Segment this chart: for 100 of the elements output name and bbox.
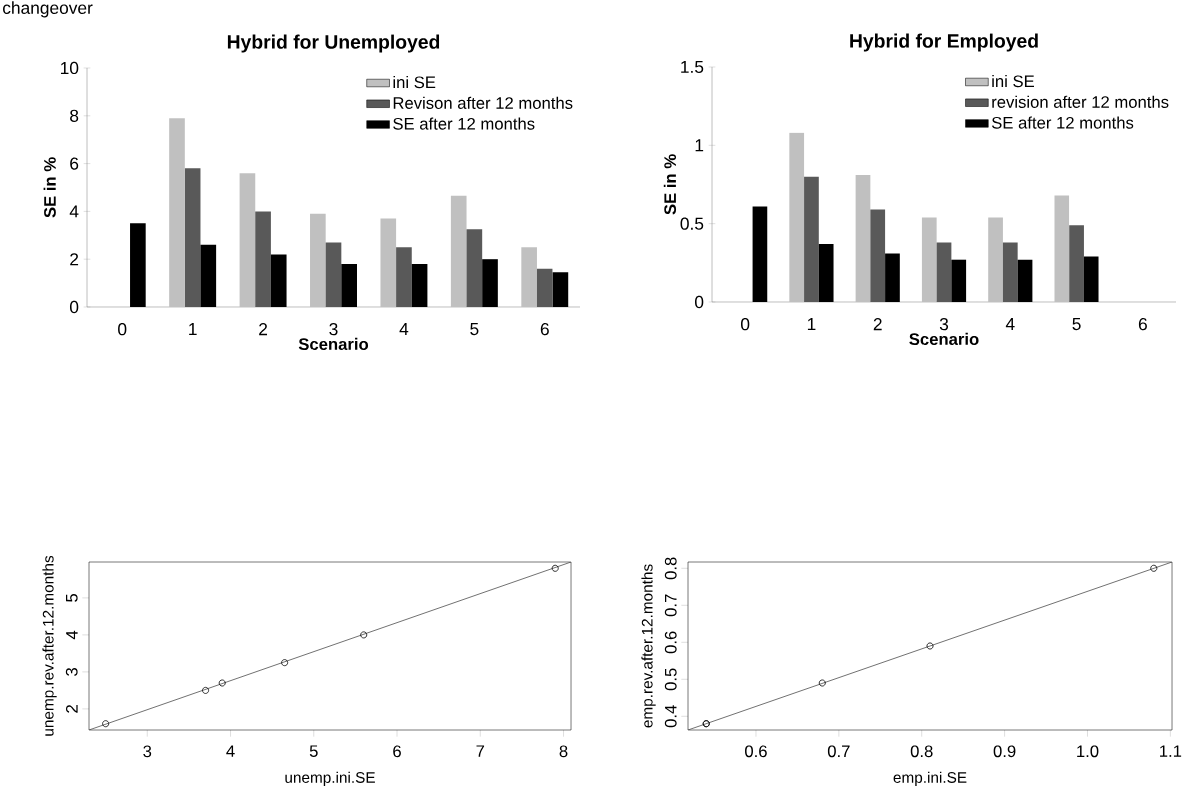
y-tick-label: 0.8 xyxy=(664,557,677,580)
bar xyxy=(239,173,256,307)
bar xyxy=(1054,195,1070,302)
point xyxy=(102,720,110,728)
y-tick-label: 4 xyxy=(69,205,79,218)
x-tick-label: 3 xyxy=(143,745,152,758)
bar xyxy=(855,175,871,302)
x-tick-label: 0 xyxy=(741,318,750,331)
bar xyxy=(870,209,886,302)
bar xyxy=(255,211,271,307)
bar xyxy=(885,253,900,302)
x-tick-label: 1.1 xyxy=(1160,745,1182,757)
bar xyxy=(1083,256,1099,302)
x-tick-label: 2 xyxy=(259,323,268,336)
bar xyxy=(818,244,834,302)
x-tick-label: 0.6 xyxy=(745,745,767,758)
bar xyxy=(1017,259,1033,302)
x-tick-label: 0 xyxy=(118,323,127,336)
x-tick-label: 1.0 xyxy=(1077,745,1099,758)
bar xyxy=(270,254,287,307)
y-tick-label: 3 xyxy=(65,668,78,676)
x-tick-label: 7 xyxy=(476,745,485,757)
bar xyxy=(130,223,146,307)
bar xyxy=(200,244,217,307)
y-tick-label: 0.7 xyxy=(664,594,677,617)
y-axis-title: SE in % xyxy=(43,157,56,218)
x-tick-label: 8 xyxy=(559,745,568,758)
y-axis-title: emp.rev.after.12.months xyxy=(641,564,656,728)
y-axis-title: unemp.rev.after.12.months xyxy=(42,555,57,736)
y-tick-label: 1 xyxy=(695,139,704,152)
point xyxy=(1150,564,1158,572)
x-tick-label: 4 xyxy=(226,745,235,757)
bar xyxy=(1069,225,1084,302)
y-tick-label: 0.5 xyxy=(664,668,677,691)
bar xyxy=(521,247,537,307)
bar xyxy=(341,263,357,307)
bar xyxy=(466,229,483,307)
legend-label: ini SE xyxy=(992,74,1034,88)
bar xyxy=(169,118,185,307)
y-tick-label: 0.5 xyxy=(680,217,704,230)
bar xyxy=(804,176,819,302)
bar xyxy=(921,217,937,302)
x-tick-label: 5 xyxy=(309,745,318,758)
bar xyxy=(1002,242,1018,302)
point xyxy=(218,679,226,687)
point xyxy=(202,686,210,694)
legend-label: SE after 12 months xyxy=(393,117,535,130)
chart-title: Hybrid for Employed xyxy=(850,33,1038,52)
bar xyxy=(752,206,768,302)
bar xyxy=(536,268,553,307)
x-tick-label: 3 xyxy=(329,323,338,336)
x-axis-title: emp.ini.SE xyxy=(893,771,967,786)
y-tick-label: 10 xyxy=(60,61,79,75)
bar xyxy=(988,217,1003,302)
x-tick-label: 1 xyxy=(807,318,816,330)
legend-label: revision after 12 months xyxy=(992,95,1169,108)
y-tick-label: 8 xyxy=(70,109,79,122)
y-tick-label: 0 xyxy=(695,295,704,309)
point xyxy=(551,564,559,572)
y-tick-label: 4 xyxy=(66,630,78,640)
bar xyxy=(184,168,201,307)
x-axis-title: unemp.ini.SE xyxy=(285,771,375,786)
x-tick-label: 4 xyxy=(399,323,409,335)
bar xyxy=(789,132,805,302)
text: changeover xyxy=(3,1,93,18)
y-tick-label: 1.5 xyxy=(681,60,704,74)
bar xyxy=(936,242,952,302)
bar xyxy=(325,242,342,307)
bar xyxy=(552,272,569,307)
x-tick-label: 0.8 xyxy=(910,745,933,758)
bar xyxy=(411,263,428,307)
point xyxy=(281,659,289,667)
y-tick-label: 0 xyxy=(69,300,79,314)
y-tick-label: 2 xyxy=(70,253,79,266)
bar xyxy=(396,247,412,307)
legend-label: SE after 12 months xyxy=(991,116,1134,129)
legend-label: Revison after 12 months xyxy=(393,96,573,109)
chart-title: Hybrid for Unemployed xyxy=(227,34,440,53)
legend-label: ini SE xyxy=(393,75,436,89)
x-tick-label: 3 xyxy=(939,318,949,331)
x-tick-label: 6 xyxy=(1138,318,1147,331)
x-tick-label: 6 xyxy=(540,323,549,336)
y-tick-label: 0.4 xyxy=(664,705,677,728)
x-tick-label: 6 xyxy=(393,745,401,758)
y-axis-title: SE in % xyxy=(663,154,677,215)
x-tick-label: 5 xyxy=(1072,318,1081,331)
x-tick-label: 2 xyxy=(873,318,882,331)
bar xyxy=(310,213,326,307)
y-tick-label: 0.6 xyxy=(664,631,677,654)
bar xyxy=(951,259,967,302)
x-tick-label: 0.9 xyxy=(993,745,1016,758)
point xyxy=(926,642,934,650)
x-tick-label: 4 xyxy=(1005,318,1015,330)
x-tick-label: 1 xyxy=(189,323,197,335)
bar xyxy=(482,259,498,307)
point xyxy=(360,631,368,639)
bar xyxy=(380,218,397,307)
y-tick-label: 6 xyxy=(70,157,79,170)
x-axis-title: Scenario xyxy=(909,332,979,346)
x-axis-title: Scenario xyxy=(298,337,369,351)
